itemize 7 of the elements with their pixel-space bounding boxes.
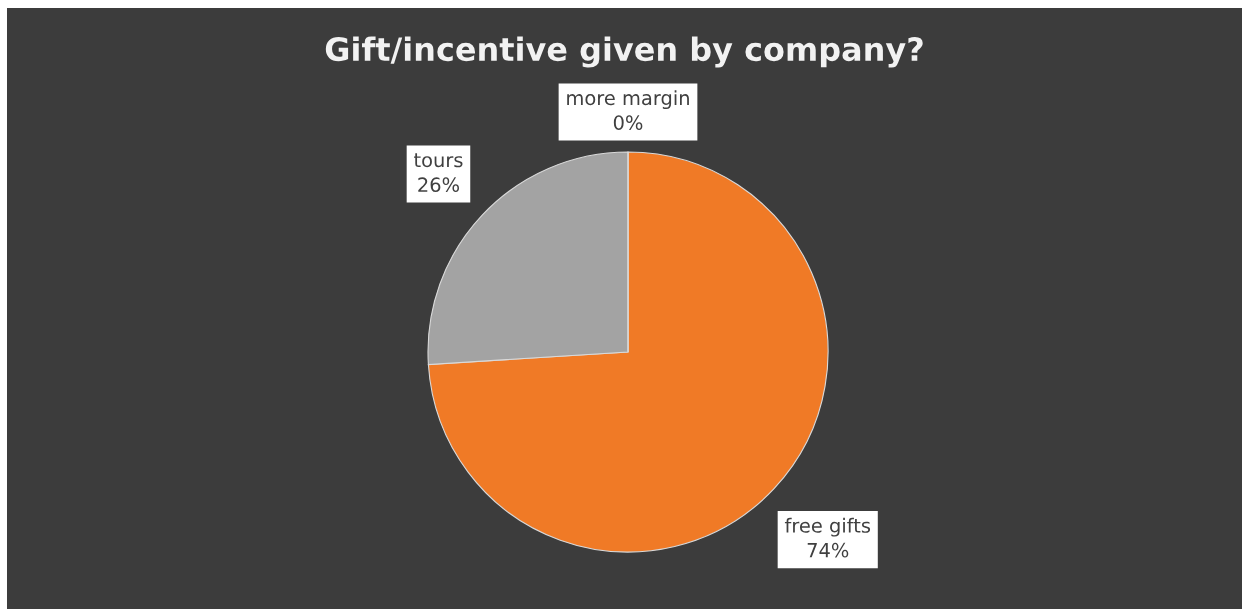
text: 0%: [613, 115, 643, 131]
slice-label: tours: [414, 153, 463, 168]
slice-label: free gifts: [784, 517, 871, 537]
data-label: 26%: [418, 177, 459, 193]
category-label: more margin: [567, 90, 689, 110]
chart-title: Gift/incentive given by company?: [325, 36, 923, 68]
data-label: 74%: [807, 542, 849, 558]
